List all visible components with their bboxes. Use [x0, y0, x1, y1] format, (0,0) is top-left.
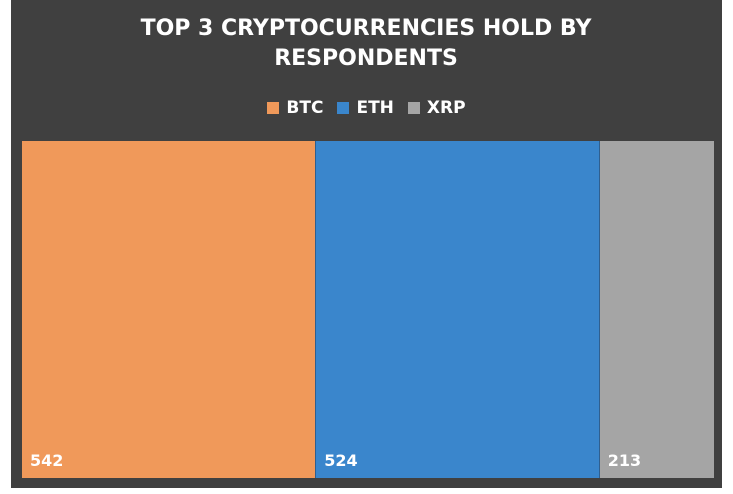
bar-segment-eth: 524: [315, 141, 599, 478]
legend-swatch: [407, 102, 420, 114]
chart-title: TOP 3 CRYPTOCURRENCIES HOLD BY RESPONDEN…: [140, 16, 592, 71]
data-label: 542: [30, 451, 64, 470]
plot-area: 542 524 213: [22, 141, 714, 478]
bar-segment-btc: 542: [22, 141, 316, 478]
data-label: 213: [607, 451, 642, 470]
legend-item-eth: ETH: [337, 98, 394, 118]
legend-label: XRP: [426, 98, 466, 118]
data-label: 524: [324, 451, 358, 470]
chart-area: TOP 3 CRYPTOCURRENCIES HOLD BY RESPONDEN…: [11, 0, 722, 488]
legend-item-xrp: XRP: [407, 98, 466, 118]
legend-swatch: [337, 102, 350, 114]
legend-item-btc: BTC: [267, 98, 323, 118]
legend-label: ETH: [356, 98, 394, 118]
legend-label: BTC: [286, 98, 324, 118]
legend: BTC ETH XRP: [11, 98, 722, 118]
bar-segment-xrp: 213: [598, 141, 714, 478]
legend-swatch: [267, 102, 280, 114]
